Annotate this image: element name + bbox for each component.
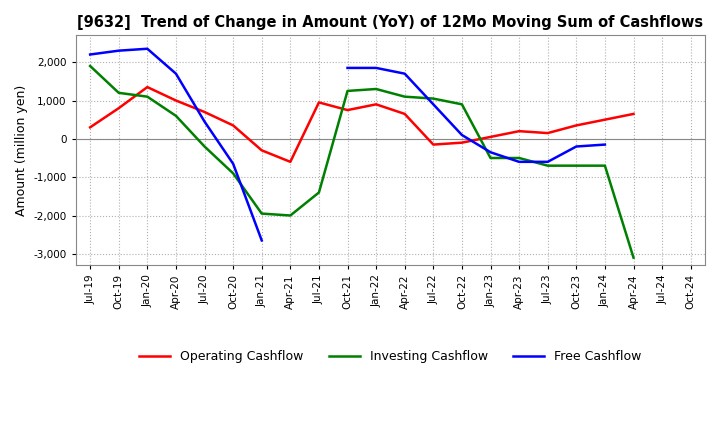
Line: Free Cashflow: Free Cashflow xyxy=(90,49,262,240)
Investing Cashflow xyxy=(143,94,152,99)
Free Cashflow xyxy=(229,161,238,166)
Free Cashflow xyxy=(200,119,209,124)
Investing Cashflow xyxy=(600,163,609,169)
Free Cashflow xyxy=(86,52,94,57)
Operating Cashflow xyxy=(114,106,123,111)
Operating Cashflow xyxy=(200,110,209,115)
Investing Cashflow xyxy=(258,211,266,216)
Operating Cashflow xyxy=(544,130,552,136)
Operating Cashflow xyxy=(600,117,609,122)
Operating Cashflow xyxy=(372,102,380,107)
Free Cashflow xyxy=(143,46,152,51)
Operating Cashflow xyxy=(286,159,294,165)
Investing Cashflow xyxy=(86,63,94,69)
Operating Cashflow xyxy=(258,148,266,153)
Investing Cashflow xyxy=(486,155,495,161)
Operating Cashflow xyxy=(458,140,467,145)
Free Cashflow xyxy=(171,71,180,76)
Line: Investing Cashflow: Investing Cashflow xyxy=(90,66,634,258)
Operating Cashflow xyxy=(143,84,152,90)
Investing Cashflow xyxy=(629,255,638,260)
Investing Cashflow xyxy=(372,86,380,92)
Investing Cashflow xyxy=(286,213,294,218)
Investing Cashflow xyxy=(200,144,209,149)
Investing Cashflow xyxy=(400,94,409,99)
Investing Cashflow xyxy=(114,90,123,95)
Operating Cashflow xyxy=(429,142,438,147)
Free Cashflow xyxy=(258,238,266,243)
Investing Cashflow xyxy=(572,163,580,169)
Legend: Operating Cashflow, Investing Cashflow, Free Cashflow: Operating Cashflow, Investing Cashflow, … xyxy=(134,345,647,368)
Investing Cashflow xyxy=(343,88,352,94)
Operating Cashflow xyxy=(629,111,638,117)
Operating Cashflow xyxy=(486,134,495,139)
Operating Cashflow xyxy=(343,107,352,113)
Operating Cashflow xyxy=(315,100,323,105)
Investing Cashflow xyxy=(458,102,467,107)
Y-axis label: Amount (million yen): Amount (million yen) xyxy=(15,85,28,216)
Title: [9632]  Trend of Change in Amount (YoY) of 12Mo Moving Sum of Cashflows: [9632] Trend of Change in Amount (YoY) o… xyxy=(77,15,703,30)
Investing Cashflow xyxy=(429,96,438,101)
Operating Cashflow xyxy=(572,123,580,128)
Investing Cashflow xyxy=(229,171,238,176)
Line: Operating Cashflow: Operating Cashflow xyxy=(90,87,634,162)
Operating Cashflow xyxy=(171,98,180,103)
Free Cashflow xyxy=(114,48,123,53)
Investing Cashflow xyxy=(315,190,323,195)
Investing Cashflow xyxy=(544,163,552,169)
Operating Cashflow xyxy=(86,125,94,130)
Investing Cashflow xyxy=(171,113,180,118)
Operating Cashflow xyxy=(515,128,523,134)
Operating Cashflow xyxy=(229,123,238,128)
Investing Cashflow xyxy=(515,155,523,161)
Operating Cashflow xyxy=(400,111,409,117)
